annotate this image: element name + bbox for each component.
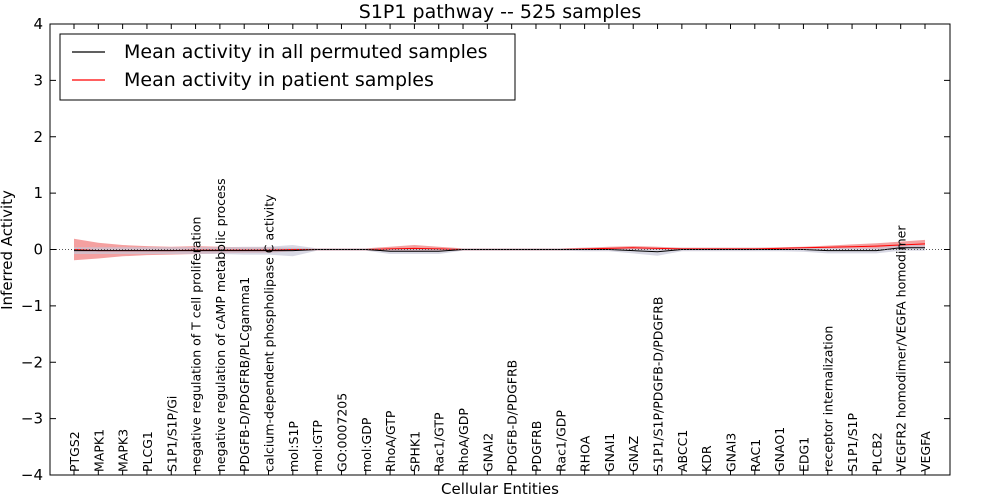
x-tick-label: mol:GTP bbox=[310, 420, 325, 472]
x-tick-label: RhoA/GDP bbox=[456, 408, 471, 472]
x-tick-label: RHOA bbox=[578, 435, 593, 472]
x-tick-label: GNAI1 bbox=[602, 433, 617, 472]
x-tick-label: EDG1 bbox=[796, 437, 811, 472]
x-tick-label: GNAZ bbox=[626, 436, 641, 472]
legend: Mean activity in all permuted samples Mea… bbox=[59, 33, 516, 101]
x-tick-label: receptor internalization bbox=[821, 326, 836, 472]
x-tick-label: MAPK3 bbox=[116, 429, 131, 472]
y-tick-label: 0 bbox=[33, 241, 43, 259]
x-tick-label: PTGS2 bbox=[67, 431, 82, 472]
x-tick-label: RhoA/GTP bbox=[383, 410, 398, 472]
plot-area: −4 −3 −2 −1 0 1 2 3 4 PTGS2 MAPK1 MAPK3 PLCG1 S1P1/S1… bbox=[21, 15, 951, 484]
x-tick-label: KDR bbox=[699, 445, 714, 472]
chart-title: S1P1 pathway -- 525 samples bbox=[359, 1, 641, 23]
x-tick-label: GNAO1 bbox=[772, 427, 787, 472]
y-axis-label: Inferred Activity bbox=[0, 190, 16, 310]
x-tick-label: ABCC1 bbox=[675, 430, 690, 472]
legend-entry: Mean activity in all permuted samples bbox=[124, 41, 487, 63]
x-tick-label: GO:0007205 bbox=[335, 393, 350, 472]
x-tick-label: negative regulation of cAMP metabolic pr… bbox=[213, 178, 228, 472]
x-tick-label: MAPK1 bbox=[91, 429, 106, 472]
x-tick-label: Rac1/GTP bbox=[432, 412, 447, 472]
x-tick-label: Rac1/GDP bbox=[553, 410, 568, 472]
x-tick-label: calcium-dependent phospholipase C activi… bbox=[262, 194, 277, 472]
x-tick-label: GNAI3 bbox=[724, 433, 739, 472]
x-tick-label: S1P1/S1P bbox=[845, 413, 860, 472]
x-tick-label: SPHK1 bbox=[407, 431, 422, 472]
y-tick-label: 4 bbox=[33, 15, 43, 33]
legend-entry: Mean activity in patient samples bbox=[124, 69, 434, 91]
x-tick-label: GNAI2 bbox=[480, 433, 495, 472]
x-tick-label: RAC1 bbox=[748, 439, 763, 472]
x-tick-label: PDGFRB bbox=[529, 421, 544, 472]
x-tick-label: PDGFB-D/PDGFRB/PLCgamma1 bbox=[237, 277, 252, 472]
x-tick-label: VEGFA bbox=[918, 431, 933, 472]
x-tick-label: S1P1/S1P/PDGFB-D/PDGFRB bbox=[651, 297, 666, 473]
x-tick-label: PLCB2 bbox=[869, 432, 884, 472]
legend-box bbox=[59, 33, 516, 101]
y-tick-label: −1 bbox=[21, 297, 43, 315]
x-tick-label: negative regulation of T cell proliferat… bbox=[189, 217, 204, 472]
y-tick-label: 2 bbox=[33, 128, 43, 146]
x-axis-label: Cellular Entities bbox=[441, 480, 559, 498]
series-line bbox=[74, 247, 925, 253]
x-tick-label: PLCG1 bbox=[140, 431, 155, 472]
x-tick-label: mol:GDP bbox=[359, 417, 374, 472]
x-tick-label: S1P1/S1P/Gi bbox=[164, 396, 179, 472]
x-tick-label: VEGFR2 homodimer/VEGFA homodimer bbox=[894, 225, 909, 472]
y-tick-label: −3 bbox=[21, 410, 43, 428]
x-tick-label: mol:S1P bbox=[286, 421, 301, 472]
x-tick-label: PDGFB-D/PDGFRB bbox=[505, 360, 520, 472]
y-tick-label: −2 bbox=[21, 353, 43, 371]
y-tick-label: −4 bbox=[21, 466, 43, 484]
y-tick-label: 1 bbox=[33, 184, 43, 202]
confidence-band bbox=[74, 245, 925, 257]
y-tick-label: 3 bbox=[33, 71, 43, 89]
